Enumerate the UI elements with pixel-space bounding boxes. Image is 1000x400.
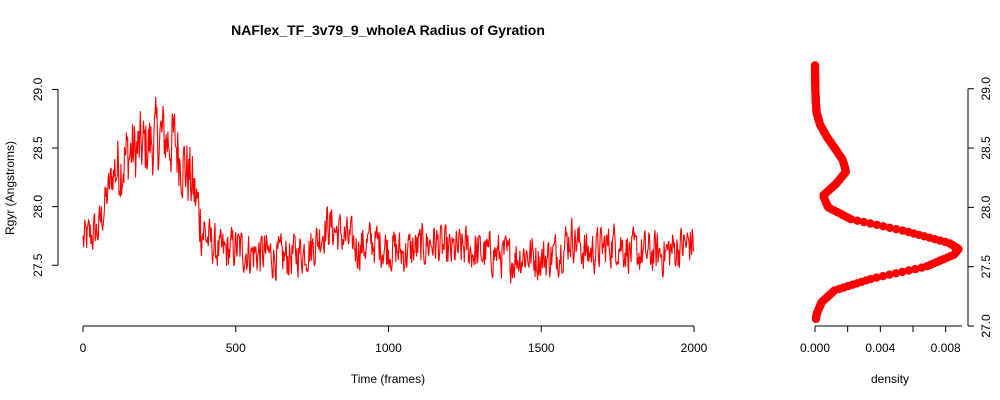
- density-point: [878, 272, 888, 281]
- y-tick-label: 28.5: [31, 136, 45, 160]
- y-axis: 27.5 28.0 28.5 29.0: [31, 77, 59, 277]
- density-point: [885, 270, 894, 279]
- density-point: [904, 266, 913, 275]
- density-panel: 0.000 0.004 0.008 27.0 27.5 28.0 28.5 29.0 den…: [800, 61, 993, 386]
- density-point: [898, 267, 907, 277]
- density-y-tick-label: 27.5: [979, 255, 993, 279]
- chart-title: NAFlex_TF_3v79_9_wholeA Radius of Gyrati…: [231, 22, 545, 38]
- density-point: [872, 273, 881, 282]
- density-point: [892, 225, 901, 234]
- density-y-tick-label: 29.0: [979, 77, 993, 101]
- density-point: [898, 226, 907, 235]
- density-point: [859, 217, 869, 227]
- x-tick-label: 2000: [681, 341, 708, 355]
- x-tick-label: 1500: [528, 341, 555, 355]
- density-point: [891, 269, 901, 278]
- y-tick-label: 27.5: [31, 253, 45, 277]
- density-point: [853, 216, 862, 225]
- density-point: [872, 220, 881, 230]
- density-y-tick-label: 28.5: [979, 136, 993, 160]
- y-axis-label: Rgyr (Angstroms): [3, 141, 17, 235]
- density-point: [911, 264, 920, 274]
- density-x-axis: 0.000 0.004 0.008: [800, 325, 962, 355]
- y-tick-label: 29.0: [31, 77, 45, 101]
- density-point: [810, 61, 820, 70]
- rgyr-series-line: [82, 96, 695, 284]
- x-axis: 0 500 1000 1500 2000: [80, 325, 708, 355]
- density-point: [885, 223, 894, 232]
- x-tick-label: 1000: [375, 341, 402, 355]
- density-x-axis-label: density: [871, 372, 909, 386]
- density-curve: [810, 61, 963, 324]
- density-x-tick-label: 0.004: [865, 341, 895, 355]
- density-x-tick-label: 0.000: [800, 341, 830, 355]
- time-series-panel: 0 500 1000 1500 2000 27.5 28.0 28.5 29.0 Time (…: [3, 77, 708, 386]
- density-y-tick-label: 27.0: [979, 314, 993, 338]
- density-y-axis: 27.0 27.5 28.0 28.5 29.0: [967, 77, 993, 338]
- x-axis-label: Time (frames): [351, 372, 425, 386]
- density-point: [879, 222, 888, 231]
- density-y-tick-label: 28.0: [979, 195, 993, 219]
- x-tick-label: 0: [80, 341, 87, 355]
- density-point: [866, 219, 875, 228]
- density-x-tick-label: 0.008: [931, 341, 961, 355]
- x-tick-label: 500: [226, 341, 246, 355]
- y-tick-label: 28.0: [31, 195, 45, 219]
